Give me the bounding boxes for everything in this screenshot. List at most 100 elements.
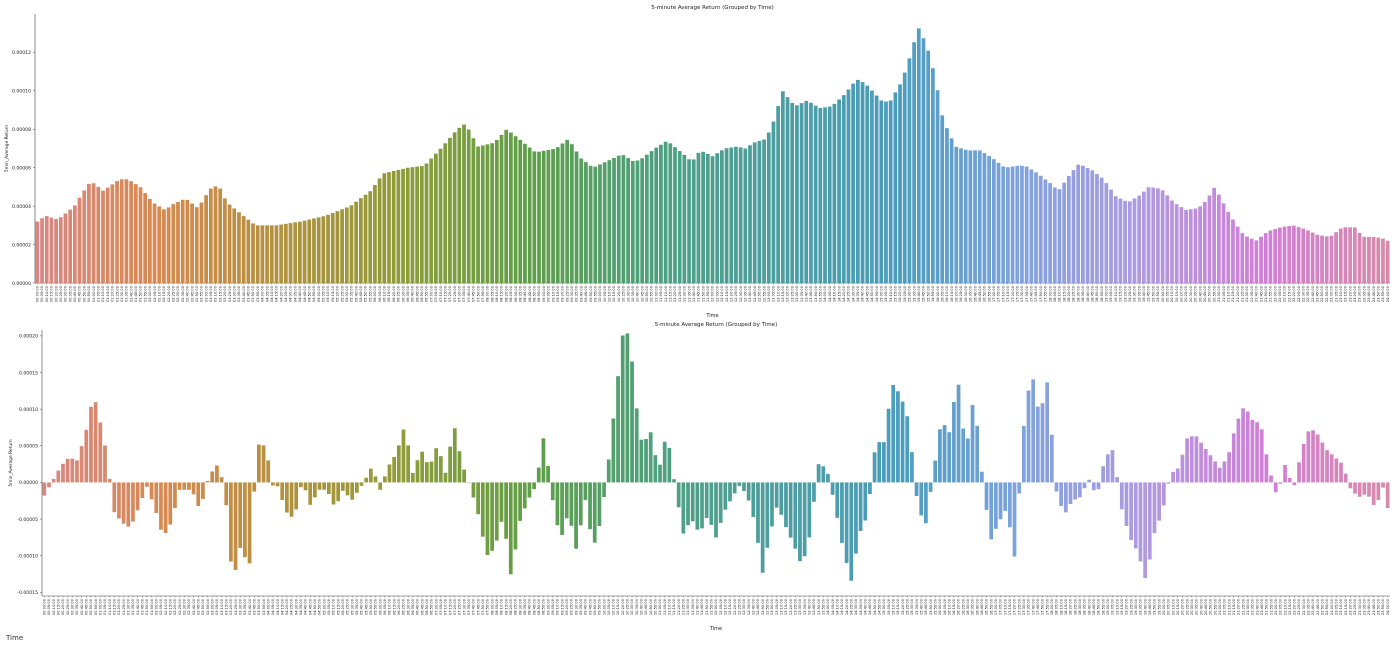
bar — [58, 217, 63, 283]
bar — [896, 391, 900, 483]
bar — [1052, 187, 1057, 283]
bar — [602, 162, 607, 283]
bar — [555, 147, 560, 283]
bar — [996, 162, 1001, 283]
x-tick-label: 23:00:00 — [1330, 285, 1334, 302]
y-tick-label: 0.00015 — [19, 370, 38, 376]
bar — [790, 102, 795, 284]
x-tick-label: 02:15:00 — [168, 598, 172, 615]
x-tick-label: 00:55:00 — [87, 285, 91, 302]
bar — [1179, 207, 1184, 283]
bar — [668, 143, 673, 283]
x-tick-label: 18:40:00 — [1086, 285, 1090, 302]
bar — [1329, 454, 1334, 483]
bar — [630, 161, 635, 283]
bar — [1301, 443, 1306, 483]
x-tick-label: 11:00:00 — [654, 285, 658, 302]
x-tick-label: 17:30:00 — [1022, 598, 1026, 615]
bar — [229, 482, 233, 562]
x-tick-label: 04:10:00 — [270, 285, 274, 302]
bar — [676, 482, 681, 508]
bar — [732, 482, 737, 494]
x-tick-label: 23:25:00 — [1353, 285, 1357, 302]
bar — [377, 178, 382, 283]
bar — [938, 429, 942, 483]
x-tick-label: 16:40:00 — [973, 285, 977, 302]
bar — [471, 482, 476, 498]
x-tick-label: 12:10:00 — [720, 285, 724, 302]
bar — [44, 216, 49, 283]
bar — [429, 461, 434, 483]
bar — [1038, 175, 1043, 283]
x-tick-label: 21:55:00 — [1269, 598, 1273, 615]
x-tick-label: 18:00:00 — [1048, 285, 1052, 302]
bar — [433, 153, 438, 283]
bar — [443, 143, 448, 283]
bar — [163, 482, 168, 533]
x-tick-label: 19:20:00 — [1123, 285, 1127, 302]
bar — [452, 428, 457, 483]
x-tick-label: 19:55:00 — [1156, 285, 1160, 302]
x-tick-label: 03:20:00 — [229, 598, 233, 615]
x-tick-label: 15:30:00 — [910, 598, 914, 615]
bar — [1217, 467, 1222, 483]
x-tick-label: 03:25:00 — [234, 598, 238, 615]
x-tick-label: 04:45:00 — [303, 285, 307, 302]
bar — [1063, 482, 1068, 513]
bar — [592, 482, 597, 543]
x-tick-label: 23:05:00 — [1335, 598, 1339, 615]
y-tick-label: 0.00010 — [12, 89, 31, 95]
x-tick-label: 12:40:00 — [748, 285, 752, 302]
bar — [208, 188, 213, 283]
bar — [358, 198, 363, 283]
bar — [877, 442, 882, 483]
bar — [720, 150, 724, 283]
bar — [266, 460, 271, 483]
bottom-bar-chart: 5-minute Average Return (Grouped by Time… — [8, 322, 1390, 632]
x-tick-label: 03:25:00 — [228, 285, 232, 302]
x-tick-label: 20:15:00 — [1176, 598, 1180, 615]
x-tick-label: 10:40:00 — [636, 285, 640, 302]
bar — [96, 186, 101, 283]
x-tick-label: 09:25:00 — [565, 285, 569, 302]
bar — [827, 106, 832, 284]
x-tick-label: 05:30:00 — [350, 598, 354, 615]
bar — [527, 147, 532, 283]
x-tick-label: 01:10:00 — [101, 285, 105, 302]
bar — [219, 477, 224, 483]
bar — [129, 181, 133, 283]
bar — [846, 89, 851, 283]
x-tick-label: 24:00:00 — [1386, 285, 1390, 302]
bar — [672, 479, 676, 483]
x-tick-label: 12:25:00 — [738, 598, 742, 615]
x-tick-label: 00:10:00 — [52, 598, 56, 615]
bar — [1357, 232, 1362, 283]
bar — [1320, 235, 1324, 283]
bar — [476, 146, 480, 283]
x-tick-label: 05:50:00 — [364, 285, 368, 302]
x-tick-label: 14:00:00 — [823, 285, 827, 302]
bar — [1273, 228, 1278, 283]
bar — [373, 476, 378, 483]
x-tick-label: 16:40:00 — [975, 598, 979, 615]
x-tick-label: 07:40:00 — [467, 285, 471, 302]
bar — [168, 482, 173, 525]
bar — [1245, 236, 1249, 283]
x-tick-label: 08:30:00 — [514, 285, 518, 302]
bar — [1277, 227, 1282, 283]
y-axis-label: 5min_Average Return — [4, 125, 10, 172]
x-tick-label: 23:40:00 — [1367, 598, 1371, 615]
x-tick-label: 12:25:00 — [734, 285, 738, 302]
x-tick-label: 14:00:00 — [826, 598, 830, 615]
bar — [742, 482, 746, 491]
x-tick-label: 14:10:00 — [833, 285, 837, 302]
bar — [765, 482, 770, 548]
x-tick-label: 01:50:00 — [139, 285, 143, 302]
x-tick-label: 09:30:00 — [570, 285, 574, 302]
bar — [271, 482, 275, 486]
bar — [977, 150, 982, 283]
bar — [1006, 167, 1010, 283]
x-tick-label: 07:05:00 — [434, 285, 438, 302]
x-tick-label: 10:35:00 — [631, 285, 635, 302]
x-tick-label: 08:00:00 — [486, 285, 490, 302]
